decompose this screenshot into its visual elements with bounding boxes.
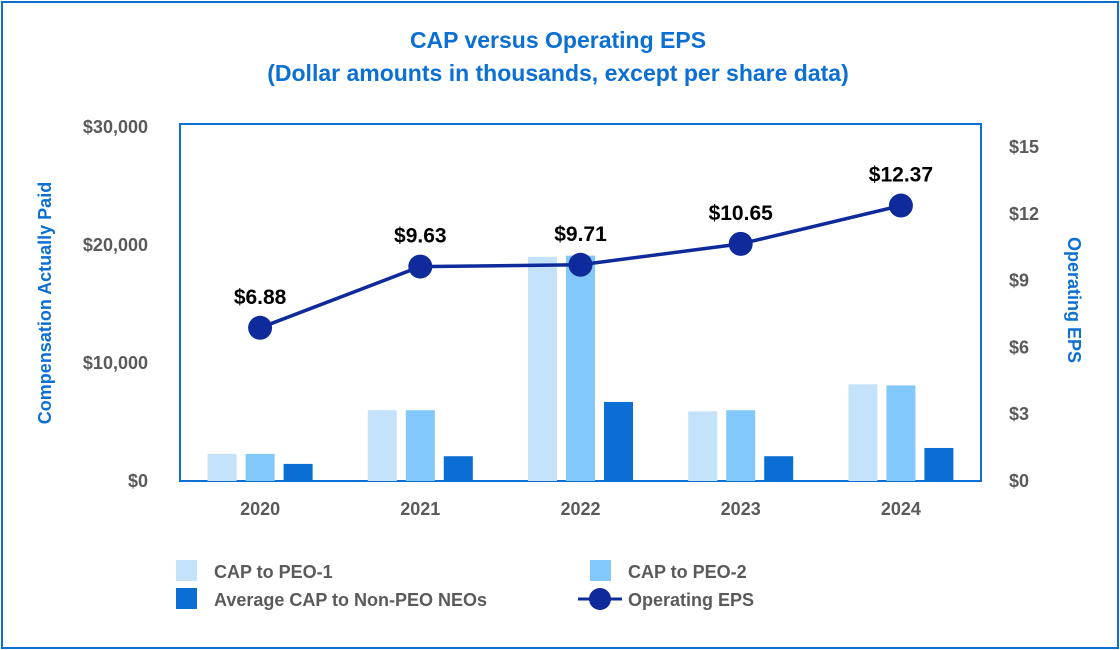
eps-point-2021 <box>408 254 433 279</box>
y2-tick-label: $12 <box>1009 204 1039 224</box>
bars-group <box>207 255 954 481</box>
chart-subtitle: (Dollar amounts in thousands, except per… <box>267 60 849 86</box>
legend-swatch-non-peo <box>176 588 197 609</box>
legend: CAP to PEO-1 CAP to PEO-2 Average CAP to… <box>176 560 754 610</box>
bar-average-cap-to-non-peo-neos-2024 <box>924 447 954 481</box>
x-tick-label: 2021 <box>400 499 440 519</box>
legend-label-cap-peo-1: CAP to PEO-1 <box>214 562 333 582</box>
eps-data-label-2021: $9.63 <box>394 225 447 248</box>
legend-label-eps: Operating EPS <box>628 590 754 610</box>
y2-axis-title: Operating EPS <box>1064 237 1084 363</box>
bar-cap-to-peo-1-2024 <box>848 384 878 481</box>
bar-cap-to-peo-2-2024 <box>886 385 916 481</box>
bar-average-cap-to-non-peo-neos-2023 <box>764 456 794 481</box>
eps-data-label-2023: $10.65 <box>709 202 774 225</box>
bar-average-cap-to-non-peo-neos-2020 <box>283 463 313 481</box>
x-tick-label: 2020 <box>240 499 280 519</box>
y2-tick-label: $15 <box>1009 137 1039 157</box>
legend-swatch-cap-peo-1 <box>176 560 197 581</box>
x-ticks: 2020 2021 2022 2023 2024 <box>240 499 921 519</box>
bar-cap-to-peo-1-2023 <box>688 411 718 481</box>
y-tick-label: $0 <box>128 471 148 491</box>
y-tick-label: $20,000 <box>83 235 148 255</box>
y2-ticks: $0 $3 $6 $9 $12 $15 <box>1009 137 1039 491</box>
eps-point-2024 <box>888 193 913 218</box>
eps-point-2020 <box>248 315 273 340</box>
eps-data-label-2020: $6.88 <box>234 286 287 309</box>
bar-cap-to-peo-1-2022 <box>528 256 557 481</box>
y-tick-label: $10,000 <box>83 353 148 373</box>
legend-swatch-cap-peo-2 <box>590 560 611 581</box>
bar-cap-to-peo-2-2021 <box>405 410 435 481</box>
x-tick-label: 2024 <box>881 499 921 519</box>
legend-label-non-peo: Average CAP to Non-PEO NEOs <box>214 590 487 610</box>
eps-data-label-2022: $9.71 <box>554 223 607 246</box>
y2-tick-label: $9 <box>1009 271 1029 291</box>
bar-cap-to-peo-2-2022 <box>566 255 595 481</box>
y2-tick-label: $6 <box>1009 337 1029 357</box>
bar-cap-to-peo-1-2020 <box>207 453 237 481</box>
y2-tick-label: $0 <box>1009 471 1029 491</box>
legend-marker-eps <box>589 588 611 610</box>
x-tick-label: 2023 <box>721 499 761 519</box>
eps-point-2022 <box>568 252 593 277</box>
chart-title: CAP versus Operating EPS <box>410 27 706 53</box>
eps-point-2023 <box>728 231 753 256</box>
bar-cap-to-peo-2-2023 <box>726 410 756 481</box>
y-axis-title: Compensation Actually Paid <box>35 182 55 424</box>
y-ticks: $0 $10,000 $20,000 $30,000 <box>83 117 148 491</box>
eps-line-group: $6.88 $9.63 $9.71 $10.65 $12.37 <box>234 164 933 340</box>
bar-cap-to-peo-2-2020 <box>245 453 275 481</box>
eps-data-label-2024: $12.37 <box>869 164 933 187</box>
x-tick-label: 2022 <box>560 499 600 519</box>
bar-average-cap-to-non-peo-neos-2021 <box>443 456 473 481</box>
bar-average-cap-to-non-peo-neos-2022 <box>604 401 633 481</box>
legend-label-cap-peo-2: CAP to PEO-2 <box>628 562 747 582</box>
y2-tick-label: $3 <box>1009 404 1029 424</box>
bar-cap-to-peo-1-2021 <box>367 410 397 481</box>
y-tick-label: $30,000 <box>83 117 148 137</box>
